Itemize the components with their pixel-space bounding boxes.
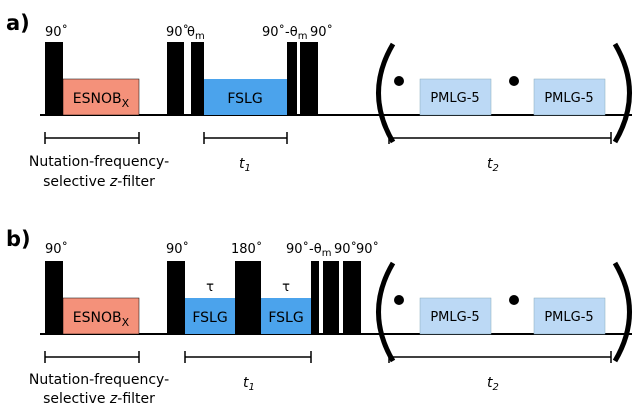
panel-b-pulse-180	[235, 261, 261, 334]
panel-b-dot-2	[509, 295, 519, 305]
panel-a-filter-bracket	[44, 132, 140, 144]
panel-a-esnob-box	[62, 78, 140, 116]
panel-b-pulse-90-1	[45, 261, 63, 334]
panel-b-fslg-box-2	[261, 298, 311, 334]
panel-a-filter-caption-line1: Nutation-frequency-	[29, 154, 169, 170]
panel-a-filter-caption-line2: selective z-filter	[43, 174, 155, 190]
panel-a-label-90-2: 90˚	[166, 24, 189, 40]
panel-b-dot-1	[394, 295, 404, 305]
panel-a-pmlg-box-2	[533, 78, 606, 116]
panel-b-label-90-2: 90˚	[166, 241, 189, 257]
panel-a-pmlg-box-1	[419, 78, 492, 116]
panel-a-pulse-90-1	[45, 42, 63, 115]
panel-b-pmlg-box-2	[533, 297, 606, 335]
panel-a-label: a)	[6, 11, 30, 35]
panel-b-pulse-90-minus-theta-m	[311, 261, 319, 334]
panel-b-filter-caption-line2: selective z-filter	[43, 391, 155, 406]
panel-b-label-180: 180˚	[231, 241, 262, 257]
panel-a-label-90-1: 90˚	[45, 24, 68, 40]
panel-b-label-90-minus-theta-m: 90˚-θm	[286, 241, 331, 259]
panel-b-fslg-box-1	[185, 298, 235, 334]
panel-b-t2-bracket	[388, 351, 612, 363]
panel-a-label-90-minus-theta-m: 90˚-θm	[262, 24, 307, 42]
panel-b-t1-bracket	[184, 351, 312, 363]
panel-b-esnob-label: ESNOBX	[73, 310, 130, 329]
panel-b-tau-2: τ	[282, 280, 290, 295]
panel-a-label-theta-m: θm	[187, 25, 205, 42]
panel-b-filter-bracket	[44, 351, 140, 363]
panel-b-label-90-4: 90˚	[356, 241, 379, 257]
panel-b-pmlg-label-1: PMLG-5	[430, 310, 479, 325]
panel-b-filter-caption-line1: Nutation-frequency-	[29, 372, 169, 388]
panel-a-pmlg-label-2: PMLG-5	[544, 91, 593, 106]
panel-b: b) ESNOBX FSLG FSLG τ τ 90˚ 90˚ 180˚ 90˚…	[6, 227, 632, 406]
panel-b-pulse-90-2	[167, 261, 185, 334]
panel-a-right-paren	[612, 42, 632, 144]
panel-a-esnob-label: ESNOBX	[73, 91, 130, 110]
panel-a-fslg-label: FSLG	[227, 91, 262, 107]
panel-a-t1-bracket	[203, 132, 288, 144]
panel-a-t2-label: t2	[487, 156, 499, 174]
panel-a-pmlg-label-1: PMLG-5	[430, 91, 479, 106]
panel-a-label-90-3: 90˚	[310, 24, 333, 40]
panel-b-label-90-1: 90˚	[45, 241, 68, 257]
panel-a-dot-1	[394, 76, 404, 86]
panel-a-left-paren	[376, 42, 396, 144]
panel-a-pulse-90-2	[167, 42, 184, 115]
panel-b-label: b)	[6, 227, 31, 251]
panel-b-fslg-label-2: FSLG	[268, 310, 303, 326]
panel-a-pulse-theta-m	[191, 42, 204, 115]
panel-a: a) ESNOBX FSLG 90˚ 90˚ θm 90˚-θm 90˚ PML…	[6, 11, 632, 190]
panel-b-tau-1: τ	[206, 280, 214, 295]
panel-b-esnob-box	[62, 297, 140, 335]
panel-b-fslg-label-1: FSLG	[192, 310, 227, 326]
panel-b-left-paren	[376, 261, 396, 363]
panel-a-t2-bracket	[388, 132, 612, 144]
panel-a-pulse-90-minus-theta-m	[287, 42, 297, 115]
panel-b-pulse-90-4	[343, 261, 361, 334]
panel-b-right-paren	[612, 261, 632, 363]
panel-b-t1-label: t1	[243, 375, 255, 393]
panel-b-pmlg-box-1	[419, 297, 492, 335]
panel-a-pulse-90-3	[300, 42, 318, 115]
panel-a-dot-2	[509, 76, 519, 86]
panel-b-t2-label: t2	[487, 375, 499, 393]
panel-a-t1-label: t1	[239, 156, 251, 174]
panel-b-pmlg-label-2: PMLG-5	[544, 310, 593, 325]
panel-a-fslg-box	[204, 79, 287, 115]
panel-b-label-90-3: 90˚	[334, 241, 357, 257]
panel-b-pulse-90-3	[323, 261, 339, 334]
